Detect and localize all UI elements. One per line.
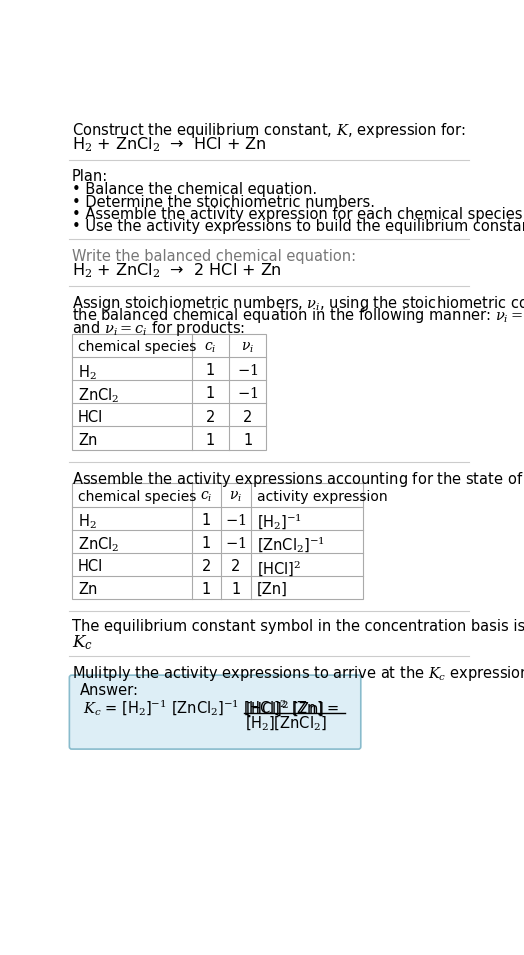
Text: [HCl]$^2$: [HCl]$^2$ [257,559,301,578]
Text: HCl: HCl [78,559,103,574]
Text: Assemble the activity expressions accounting for the state of matter and $\nu_i$: Assemble the activity expressions accoun… [72,470,524,489]
Text: $K_c$: $K_c$ [72,633,93,651]
Text: $K_c$ = [H$_2$]$^{-1}$ [ZnCl$_2$]$^{-1}$ [HCl]$^2$ [Zn] =: $K_c$ = [H$_2$]$^{-1}$ [ZnCl$_2$]$^{-1}$… [83,699,341,718]
Text: $\nu_i$: $\nu_i$ [230,490,243,504]
Text: H$_2$ + ZnCl$_2$  →  2 HCl + Zn: H$_2$ + ZnCl$_2$ → 2 HCl + Zn [72,262,281,281]
Text: the balanced chemical equation in the following manner: $\nu_i = -c_i$ for react: the balanced chemical equation in the fo… [72,307,524,326]
Text: $-1$: $-1$ [237,387,258,401]
Text: ZnCl$_2$: ZnCl$_2$ [78,536,119,554]
Text: [Zn]: [Zn] [257,582,288,597]
Bar [72,334,266,450]
Text: Assign stoichiometric numbers, $\nu_i$, using the stoichiometric coefficients, $: Assign stoichiometric numbers, $\nu_i$, … [72,294,524,313]
Text: $-1$: $-1$ [225,536,247,551]
Text: Answer:: Answer: [80,683,138,698]
Text: The equilibrium constant symbol in the concentration basis is:: The equilibrium constant symbol in the c… [72,619,524,634]
Text: • Use the activity expressions to build the equilibrium constant expression.: • Use the activity expressions to build … [72,220,524,234]
Text: H$_2$ + ZnCl$_2$  →  HCl + Zn: H$_2$ + ZnCl$_2$ → HCl + Zn [72,136,266,154]
Text: [H$_2$][ZnCl$_2$]: [H$_2$][ZnCl$_2$] [245,714,327,732]
Text: • Balance the chemical equation.: • Balance the chemical equation. [72,182,317,198]
Text: Plan:: Plan: [72,169,108,184]
Text: [HCl]$^2$ [Zn]: [HCl]$^2$ [Zn] [245,699,325,718]
Text: 1: 1 [206,387,215,401]
Text: • Assemble the activity expression for each chemical species.: • Assemble the activity expression for e… [72,207,524,222]
Text: Write the balanced chemical equation:: Write the balanced chemical equation: [72,248,356,264]
Text: $-1$: $-1$ [225,513,247,528]
Text: H$_2$: H$_2$ [78,513,96,531]
Text: chemical species: chemical species [78,490,196,503]
Text: chemical species: chemical species [78,340,196,354]
Text: [H$_2$]$^{-1}$: [H$_2$]$^{-1}$ [257,513,302,532]
Text: [ZnCl$_2$]$^{-1}$: [ZnCl$_2$]$^{-1}$ [257,536,325,555]
Text: $c_i$: $c_i$ [200,490,213,504]
Text: Zn: Zn [78,582,97,597]
Text: $\nu_i$: $\nu_i$ [241,340,254,354]
Text: 2: 2 [231,559,241,574]
Text: 2: 2 [243,410,253,425]
Bar [72,483,363,599]
Text: • Determine the stoichiometric numbers.: • Determine the stoichiometric numbers. [72,195,375,210]
Text: 1: 1 [232,582,241,597]
Text: 2: 2 [206,410,215,425]
Text: HCl: HCl [78,410,103,425]
Text: 1: 1 [243,433,252,448]
Text: H$_2$: H$_2$ [78,363,96,382]
Text: Construct the equilibrium constant, $K$, expression for:: Construct the equilibrium constant, $K$,… [72,120,466,139]
Text: Mulitply the activity expressions to arrive at the $K_c$ expression:: Mulitply the activity expressions to arr… [72,664,524,683]
Text: 1: 1 [202,536,211,551]
Text: ZnCl$_2$: ZnCl$_2$ [78,387,119,405]
Text: $-1$: $-1$ [237,363,258,378]
Text: $c_i$: $c_i$ [204,340,216,354]
Text: 1: 1 [202,582,211,597]
Text: activity expression: activity expression [257,490,388,503]
Text: 2: 2 [202,559,211,574]
Text: Zn: Zn [78,433,97,448]
Text: 1: 1 [206,363,215,378]
FancyBboxPatch shape [69,675,361,749]
Text: 1: 1 [202,513,211,528]
Text: 1: 1 [206,433,215,448]
Text: and $\nu_i = c_i$ for products:: and $\nu_i = c_i$ for products: [72,319,245,338]
